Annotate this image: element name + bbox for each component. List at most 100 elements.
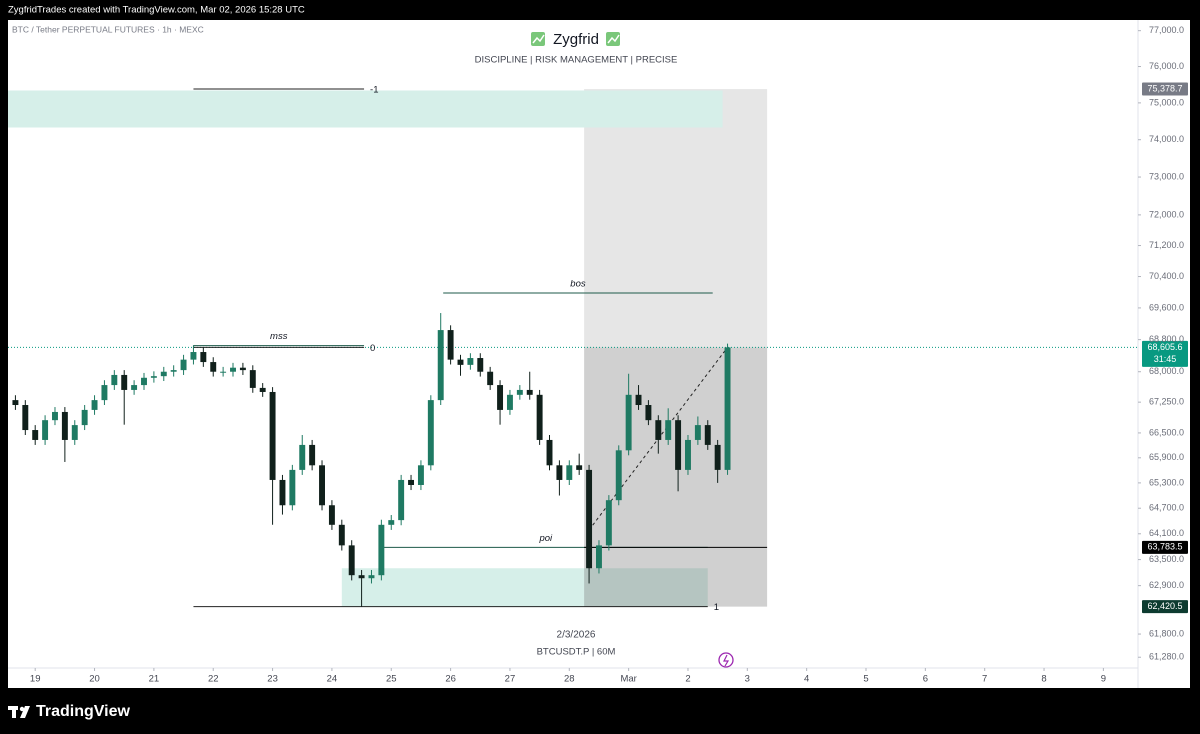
annotation-label: 0 <box>370 343 375 354</box>
annotation-label: 1 <box>714 602 719 613</box>
y-tick-label: 76,000.0 <box>1149 61 1184 71</box>
candle-body <box>210 362 217 372</box>
price-badge <box>1142 340 1188 367</box>
candle-body <box>319 465 325 506</box>
y-tick-label: 75,000.0 <box>1149 97 1184 107</box>
x-tick-label: 21 <box>149 674 160 685</box>
y-tick-label: 65,900.0 <box>1149 452 1184 462</box>
watermark-symbol: BTCUSDT.P | 60M <box>537 647 616 658</box>
candle-body <box>131 385 138 390</box>
y-tick-label: 63,500.0 <box>1149 554 1184 564</box>
candle-body <box>467 358 474 365</box>
chart-title: Zygfrid <box>553 31 599 48</box>
candle-body <box>595 545 602 569</box>
header-text: ZygfridTrades created with TradingView.c… <box>8 5 305 16</box>
x-tick-label: 20 <box>89 674 100 685</box>
candle-body <box>586 469 593 569</box>
candle-body <box>22 405 29 431</box>
candle-body <box>358 575 365 579</box>
lightning-icon[interactable] <box>718 652 734 668</box>
y-tick-label: 77,000.0 <box>1149 25 1184 35</box>
candle-body <box>299 444 306 470</box>
candle-body <box>61 411 68 440</box>
candle-body <box>655 420 662 440</box>
x-tick-label: 27 <box>505 674 516 685</box>
candle-body <box>289 469 296 506</box>
candle-body <box>714 444 721 470</box>
y-tick-label: 64,100.0 <box>1149 528 1184 538</box>
candle-body <box>239 367 246 371</box>
x-tick-label: 2 <box>685 674 690 685</box>
candle-body <box>309 444 316 466</box>
candle-body <box>259 387 266 392</box>
candle-body <box>141 377 147 386</box>
x-tick-label: 5 <box>863 674 868 685</box>
x-tick-label: 4 <box>804 674 809 685</box>
candle-body <box>160 371 167 377</box>
candle-body <box>101 385 108 401</box>
candle-body <box>417 465 424 485</box>
candle-body <box>398 479 405 521</box>
x-tick-label: Mar <box>620 674 636 685</box>
candle-body <box>348 545 355 576</box>
y-tick-label: 67,250.0 <box>1149 397 1184 407</box>
candle-body <box>338 524 345 546</box>
annotation-label: -1 <box>370 85 378 96</box>
y-tick-label: 66,500.0 <box>1149 427 1184 437</box>
title-icon-right <box>606 32 620 46</box>
candle-body <box>269 391 276 480</box>
candle-body <box>170 370 177 372</box>
x-tick-label: 8 <box>1041 674 1046 685</box>
y-tick-label: 73,000.0 <box>1149 171 1184 181</box>
candle-body <box>635 394 642 406</box>
candle-body <box>52 411 58 421</box>
title-icon-left <box>531 32 545 46</box>
price-badge-label: 62,420.5 <box>1147 601 1182 611</box>
candle-body <box>704 425 711 445</box>
overlay: 75,378.7 68,605.6 31:45 63,783.5 62,420.5 <box>1142 82 1188 614</box>
annotation-label: mss <box>270 331 288 342</box>
x-tick-label: 22 <box>208 674 219 685</box>
candle-body <box>675 420 682 470</box>
candle-body <box>447 330 454 360</box>
candle-body <box>81 409 88 426</box>
candle-body <box>328 505 335 525</box>
x-tick-label: 3 <box>745 674 750 685</box>
x-tick-label: 9 <box>1101 674 1106 685</box>
candle-body <box>477 358 484 372</box>
candle-body <box>32 430 39 440</box>
candle-body <box>457 359 464 365</box>
candle-body <box>200 352 207 363</box>
candle-body <box>150 376 157 378</box>
candle-body <box>506 394 513 410</box>
y-tick-label: 68,000.0 <box>1149 366 1184 376</box>
x-tick-label: 25 <box>386 674 397 685</box>
candle-body <box>645 405 652 421</box>
candle-body <box>665 420 672 440</box>
candle-body <box>190 352 197 360</box>
price-badge <box>1142 82 1188 96</box>
candle-body <box>111 374 118 386</box>
y-tick-label: 62,900.0 <box>1149 580 1184 590</box>
candle-body <box>694 425 701 440</box>
plot: -1 0 1 mss bos poi <box>8 85 1138 613</box>
candle-body <box>487 371 494 386</box>
y-tick-label: 61,280.0 <box>1149 652 1184 662</box>
annotation-label: poi <box>538 533 553 544</box>
chart-subtitle: DISCIPLINE | RISK MANAGEMENT | PRECISE <box>475 55 678 66</box>
candle-body <box>605 500 612 546</box>
candle-body <box>566 465 573 480</box>
y-tick-label: 69,600.0 <box>1149 302 1184 312</box>
price-badge-label: 68,605.6 <box>1147 342 1182 352</box>
candle-body <box>388 520 395 525</box>
candle-body <box>230 367 236 372</box>
zone <box>584 89 768 348</box>
y-tick-label: 74,000.0 <box>1149 134 1184 144</box>
candle-body <box>685 439 691 470</box>
candle-body <box>12 400 19 406</box>
candle-body <box>615 450 622 501</box>
candle-body <box>91 400 98 410</box>
countdown: 31:45 <box>1154 354 1177 364</box>
watermark-date: 2/3/2026 <box>557 630 596 641</box>
